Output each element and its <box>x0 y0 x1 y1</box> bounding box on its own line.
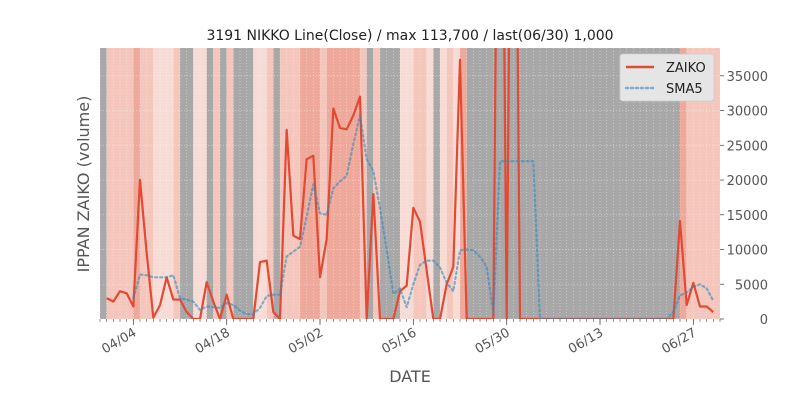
y-tick-label-5: 25000 <box>727 139 768 154</box>
shaded-band-4 <box>153 48 174 319</box>
shaded-band-10 <box>220 48 227 319</box>
x-tick-label-5: 06/13 <box>566 325 606 357</box>
series-layer <box>106 48 715 319</box>
y-tick-label-7: 35000 <box>727 70 768 85</box>
x-tick-label-6: 06/27 <box>659 325 699 357</box>
series-line-zaiko <box>106 48 715 319</box>
x-tick-label-4: 05/30 <box>473 325 513 357</box>
y-axis-label: IPPAN ZAIKO (volume) <box>74 96 93 273</box>
shaded-band-2 <box>133 48 140 319</box>
shaded-band-21 <box>366 48 374 319</box>
shaded-band-19 <box>326 48 360 319</box>
shaded-band-9 <box>213 48 220 319</box>
y-tick-label-6: 30000 <box>727 105 768 120</box>
y-tick-label-4: 20000 <box>727 174 768 189</box>
shaded-band-0 <box>100 48 107 319</box>
x-axis-label: DATE <box>389 367 431 386</box>
shaded-band-17 <box>300 48 320 319</box>
x-tick-label-2: 05/02 <box>286 325 326 357</box>
x-tick-label-3: 05/16 <box>379 325 419 357</box>
shaded-band-18 <box>320 48 327 319</box>
series-line-sma5 <box>132 114 715 319</box>
legend-label-sma5: SMA5 <box>666 82 703 97</box>
x-tick-label-0: 04/04 <box>99 325 139 357</box>
shaded-band-11 <box>226 48 234 319</box>
shaded-band-14 <box>266 48 274 319</box>
x-axis: 04/04 04/18 05/02 05/16 05/30 06/13 06/27 <box>99 319 721 357</box>
shaded-band-23 <box>380 48 400 319</box>
shaded-band-26 <box>426 48 434 319</box>
chart-title: 3191 NIKKO Line(Close) / max 113,700 / l… <box>206 28 613 44</box>
y-tick-label-0: 0 <box>760 313 768 328</box>
shaded-band-33 <box>680 48 687 319</box>
shaded-band-15 <box>273 48 280 319</box>
shaded-band-27 <box>433 48 440 319</box>
legend-label-zaiko: ZAIKO <box>666 61 706 76</box>
shaded-band-8 <box>206 48 214 319</box>
y-tick-label-1: 5000 <box>735 278 768 293</box>
y-tick-label-3: 15000 <box>727 209 768 224</box>
y-tick-label-2: 10000 <box>727 244 768 259</box>
shaded-band-28 <box>440 48 447 319</box>
y-axis: 0 5000 10000 15000 20000 25000 30000 35000 <box>720 70 768 328</box>
shaded-band-12 <box>233 48 254 319</box>
legend: ZAIKO SMA5 <box>619 53 715 102</box>
shaded-band-5 <box>173 48 180 319</box>
x-tick-label-1: 04/18 <box>193 325 233 357</box>
shaded-band-29 <box>446 48 454 319</box>
